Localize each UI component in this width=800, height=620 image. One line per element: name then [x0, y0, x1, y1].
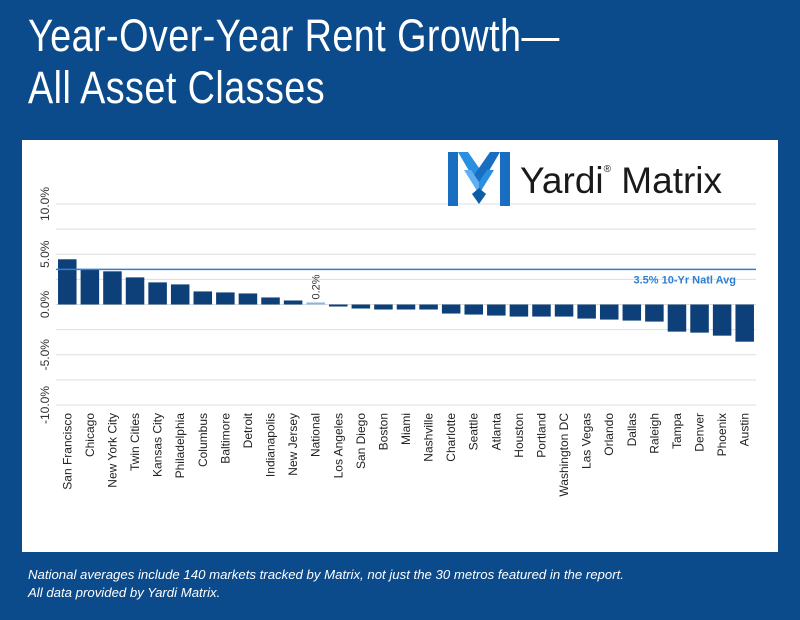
bar-baltimore — [216, 292, 235, 305]
x-tick-label: Charlotte — [444, 413, 458, 462]
x-tick-label: Baltimore — [218, 413, 232, 464]
x-tick-label: Kansas City — [151, 413, 165, 477]
bar-chart: 10.0% 5.0% 0.0% -5.0% -10.0% San Francisco Chi… — [38, 187, 756, 497]
bar-orlando — [599, 304, 619, 320]
x-tick-label: Twin Cities — [128, 413, 142, 471]
bar-detroit — [238, 293, 258, 305]
bar-indianapolis — [261, 297, 280, 305]
logo-text: Yardi® Matrix — [520, 160, 722, 202]
bar-chicago — [80, 269, 100, 305]
bar-new-jersey — [283, 300, 303, 305]
x-tick-label: Las Vegas — [580, 413, 594, 469]
logo-brand: Yardi — [520, 160, 604, 201]
bar-dallas — [622, 304, 642, 321]
bar-new-york-city — [103, 271, 122, 305]
x-tick-label: San Francisco — [60, 413, 74, 490]
x-tick-label: Columbus — [196, 413, 210, 467]
y-tick-label: -5.0% — [38, 339, 52, 371]
x-tick-label: Tampa — [670, 413, 684, 449]
footnote: National averages include 140 markets tr… — [28, 566, 788, 602]
bar-tampa — [667, 304, 687, 332]
y-tick-label: -10.0% — [38, 386, 52, 424]
bar-portland — [532, 304, 551, 317]
x-tick-label: Orlando — [602, 413, 616, 456]
bar-austin — [735, 304, 754, 342]
footnote-line-1: National averages include 140 markets tr… — [28, 567, 624, 582]
x-tick-label: Atlanta — [489, 413, 503, 451]
x-tick-label: Detroit — [241, 412, 255, 448]
page-title: Year-Over-Year Rent Growth— All Asset Cl… — [28, 10, 666, 114]
bar-houston — [509, 304, 529, 317]
bar-national — [306, 302, 325, 305]
x-tick-label: San Diego — [354, 413, 368, 469]
y-tick-label: 0.0% — [38, 290, 52, 318]
x-tick-label: Washington DC — [557, 413, 571, 497]
bar-miami — [396, 304, 416, 310]
x-tick-label: New Jersey — [286, 413, 300, 476]
logo-reg-mark: ® — [603, 164, 612, 175]
bar-kansas-city — [148, 282, 167, 305]
x-tick-label: Dallas — [625, 413, 639, 446]
x-tick-label: Chicago — [83, 413, 97, 457]
title-line-2: All Asset Classes — [28, 62, 326, 113]
bar-philadelphia — [170, 284, 190, 305]
x-tick-label: Austin — [738, 413, 752, 446]
bar-twin-cities — [125, 277, 145, 305]
x-tick-label: Miami — [399, 413, 413, 445]
bar-raleigh — [645, 304, 664, 322]
x-tick-label: Raleigh — [647, 413, 661, 454]
x-tick-label: Phoenix — [715, 413, 729, 456]
yardi-matrix-logo: Yardi® Matrix — [444, 148, 774, 210]
bar-los-angeles — [329, 304, 348, 307]
footnote-line-2: All data provided by Yardi Matrix. — [28, 585, 221, 600]
logo-product: Matrix — [621, 160, 723, 201]
bar-boston — [374, 304, 393, 310]
y-tick-label: 5.0% — [38, 240, 52, 268]
bar-phoenix — [712, 304, 732, 336]
bar-washington-dc — [554, 304, 574, 317]
x-tick-label: Indianapolis — [264, 413, 278, 477]
bar-denver — [690, 304, 709, 333]
x-tick-label: Seattle — [467, 413, 481, 451]
x-tick-label: Los Angeles — [331, 413, 345, 478]
bar-san-francisco — [58, 259, 77, 305]
y-tick-label: 10.0% — [38, 187, 52, 221]
reference-line-label: 3.5% 10-Yr Natl Avg — [633, 274, 736, 286]
highlight-data-label: 0.2% — [311, 274, 323, 299]
x-tick-label: New York City — [105, 413, 119, 488]
x-tick-label: Boston — [376, 413, 390, 450]
x-tick-label: Portland — [534, 413, 548, 458]
x-tick-label: Nashville — [422, 413, 436, 462]
x-tick-label: Houston — [512, 413, 526, 458]
bar-las-vegas — [577, 304, 596, 319]
bar-san-diego — [351, 304, 371, 309]
chart-panel: 10.0% 5.0% 0.0% -5.0% -10.0% San Francisco Chi… — [22, 140, 778, 552]
title-line-1: Year-Over-Year Rent Growth— — [28, 10, 560, 61]
bar-seattle — [464, 304, 483, 315]
x-tick-label: National — [309, 413, 323, 457]
x-tick-label: Denver — [693, 413, 707, 452]
bar-columbus — [193, 291, 213, 305]
matrix-logo-icon — [448, 152, 510, 206]
x-tick-label: Philadelphia — [173, 413, 187, 479]
bar-nashville — [419, 304, 438, 310]
bar-charlotte — [441, 304, 461, 314]
bar-atlanta — [487, 304, 506, 316]
